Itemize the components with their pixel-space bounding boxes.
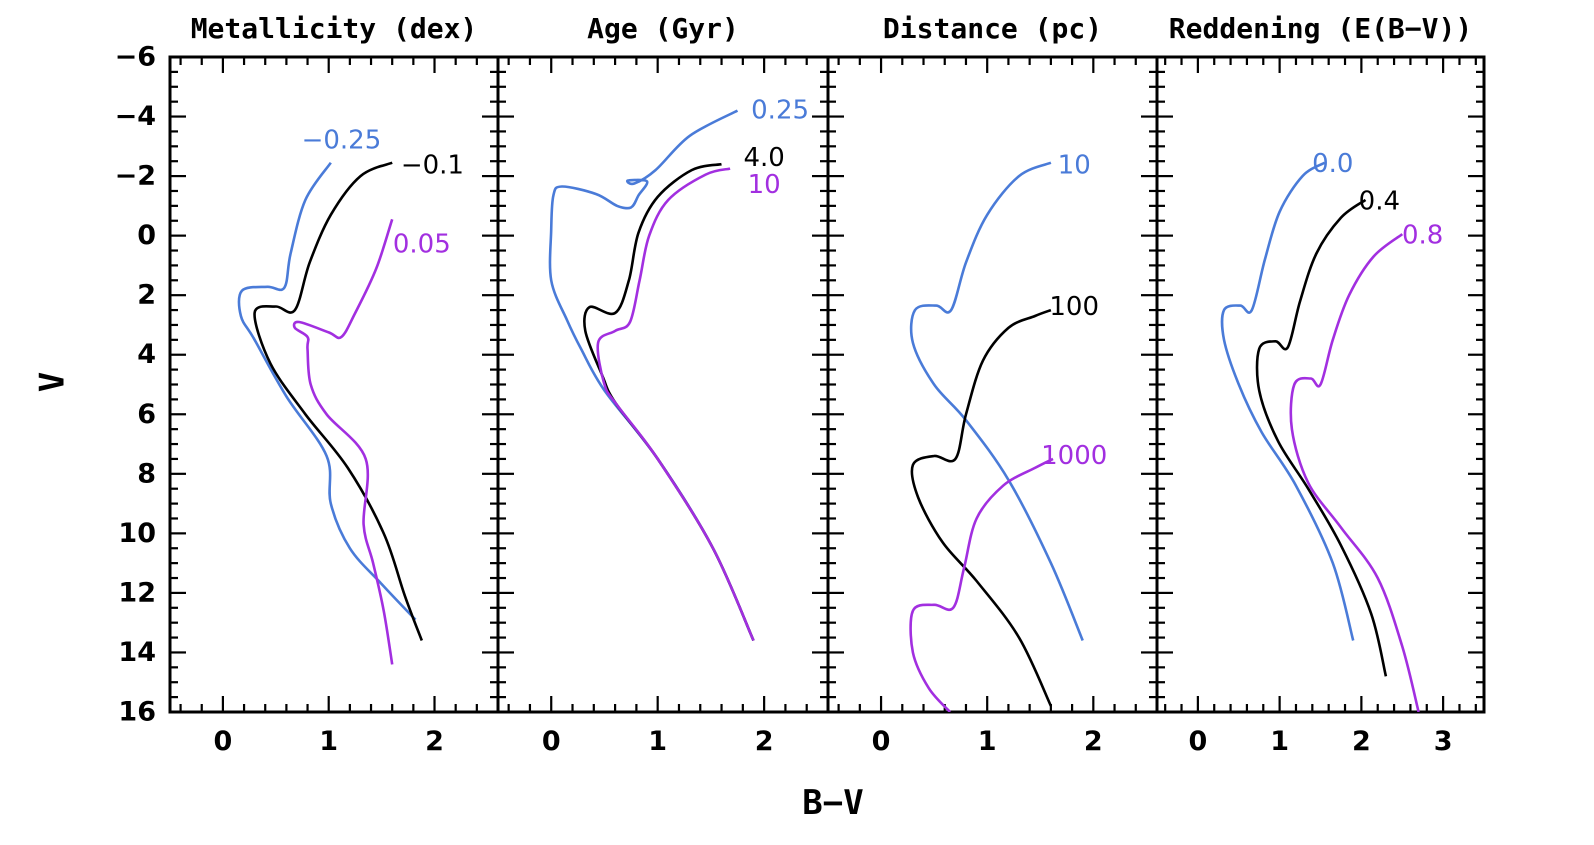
- isochrone-2: [253, 161, 424, 641]
- y-tick-label: 2: [137, 280, 156, 311]
- panel-title: Reddening (E(B−V)): [1169, 12, 1472, 45]
- curve-label: 1000: [1041, 441, 1107, 471]
- isochrone-1: [237, 161, 417, 621]
- y-tick-label: 8: [137, 458, 156, 489]
- y-tick-label: 12: [118, 577, 156, 608]
- curve-label: 0.25: [751, 96, 809, 126]
- y-tick-label: 4: [137, 339, 156, 370]
- isochrone-3: [1289, 233, 1420, 712]
- panel-title: Distance (pc): [883, 12, 1102, 45]
- isochrone-2: [910, 308, 1053, 707]
- isochrone-1: [548, 109, 755, 642]
- x-tick-label: 1: [319, 726, 338, 757]
- x-tick-label: 0: [1188, 726, 1207, 757]
- isochrone-3: [596, 167, 755, 642]
- x-tick-label: 1: [648, 726, 667, 757]
- x-tick-label: 2: [1352, 726, 1371, 757]
- panel-title: Age (Gyr): [587, 12, 739, 45]
- panel-frame: [826, 55, 1159, 714]
- x-tick-label: 1: [978, 726, 997, 757]
- x-tick-label: 0: [542, 726, 561, 757]
- y-tick-label: 0: [137, 220, 156, 251]
- x-tick-label: 0: [872, 726, 891, 757]
- curve-label: 0.05: [393, 230, 451, 260]
- x-tick-label: 2: [1084, 726, 1103, 757]
- panel-3: Distance (pc) 0 1 2 10 100 1000: [826, 12, 1159, 757]
- y-tick-label: −4: [115, 101, 156, 132]
- isochrone-1: [1220, 161, 1355, 641]
- y-axis-label: V: [33, 372, 73, 392]
- y-tick-label: 16: [118, 697, 156, 728]
- y-tick-label: 10: [118, 518, 156, 549]
- x-tick-label: 0: [214, 726, 233, 757]
- y-tick-label: −2: [115, 161, 156, 192]
- isochrone-3: [292, 218, 394, 665]
- panel-2: Age (Gyr) 0 1 2 0.25 4.010: [496, 12, 830, 757]
- panel-4: Reddening (E(B−V)) 0 1 2 3 0.00.40.8: [1155, 12, 1486, 757]
- curve-label: 4.0: [743, 143, 784, 173]
- x-tick-label: 2: [755, 726, 774, 757]
- curve-label: −0.25: [302, 125, 382, 155]
- y-tick-label: 14: [118, 637, 156, 668]
- isochrone-2: [1255, 198, 1388, 677]
- curve-label: −0.1: [401, 151, 464, 181]
- x-axis-label: B−V: [802, 783, 863, 823]
- curve-label: 10: [748, 170, 781, 200]
- curve-label: 100: [1049, 292, 1099, 322]
- isochrone-1: [909, 161, 1084, 641]
- x-tick-label: 3: [1434, 726, 1453, 757]
- y-tick-label: −6: [115, 42, 156, 73]
- curve-label: 0.0: [1312, 149, 1353, 179]
- curve-label: 0.4: [1359, 186, 1400, 216]
- isochrone-3: [909, 457, 1054, 712]
- x-tick-label: 1: [1270, 726, 1289, 757]
- y-tick-label: 6: [137, 399, 156, 430]
- curve-label: 0.8: [1402, 221, 1443, 251]
- isochrone-2: [583, 162, 755, 642]
- x-tick-label: 2: [425, 726, 444, 757]
- panel-title: Metallicity (dex): [191, 12, 478, 45]
- curve-label: 10: [1058, 151, 1091, 181]
